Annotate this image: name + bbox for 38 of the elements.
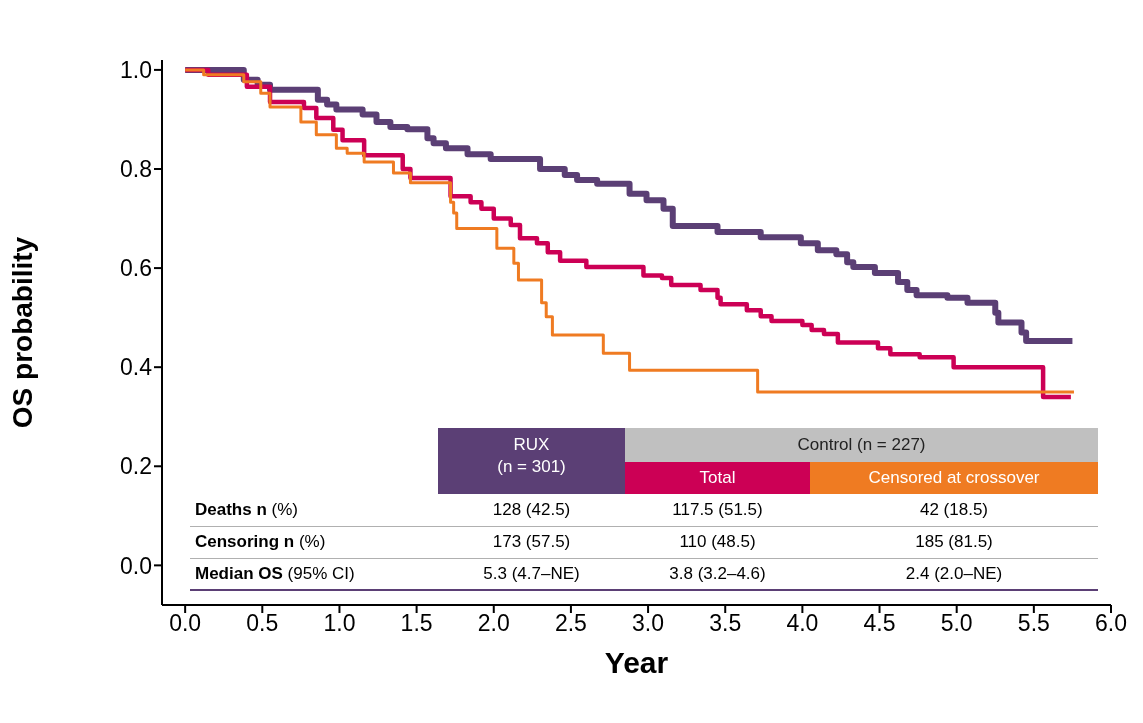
- annotation: (n = 301): [496, 456, 567, 478]
- y-tick-label: 0.4: [120, 354, 153, 381]
- x-tick-label: 2.5: [554, 610, 587, 637]
- y-tick-label: 0.2: [120, 453, 152, 480]
- x-tick-label: 1.5: [400, 610, 433, 637]
- annotation: Censoring n (%): [190, 526, 438, 558]
- x-tick-label: 2.0: [477, 610, 510, 637]
- annotation: 3.8 (3.2–4.6): [625, 558, 810, 590]
- annotation: Median OS (95% CI): [190, 558, 438, 590]
- text: RUX: [513, 435, 550, 454]
- annotation: 117.5 (51.5): [625, 494, 810, 526]
- y-tick-label: 0.6: [120, 255, 152, 282]
- x-tick-label: 3.5: [709, 610, 742, 637]
- annotation: 173 (57.5): [438, 526, 625, 558]
- x-tick-label: 6.0: [1095, 610, 1127, 637]
- annotation: 185 (81.5): [810, 526, 1098, 558]
- y-tick-label: 0.0: [120, 552, 152, 579]
- x-tick-label: 4.5: [863, 610, 896, 637]
- text: Total: [699, 468, 736, 487]
- annotation: 42 (18.5): [810, 494, 1098, 526]
- x-tick-label: 0.0: [169, 610, 202, 637]
- x-axis-title: Year: [604, 646, 669, 679]
- text: Censored at crossover: [868, 468, 1040, 487]
- x-tick-label: 1.0: [323, 610, 356, 637]
- annotation: 2.4 (2.0–NE): [810, 558, 1098, 590]
- annotation: Deaths n (%): [190, 494, 438, 526]
- annotation: 110 (48.5): [625, 526, 810, 558]
- x-tick-label: 5.5: [1017, 610, 1050, 637]
- x-tick-label: 4.0: [786, 610, 819, 637]
- x-tick-label: 5.0: [940, 610, 973, 637]
- y-tick-label: 0.8: [120, 156, 152, 183]
- y-tick-label: 1.0: [120, 57, 152, 84]
- x-tick-label: 3.0: [632, 610, 665, 637]
- annotation: 5.3 (4.7–NE): [438, 558, 625, 590]
- x-tick-label: 0.5: [246, 610, 279, 637]
- annotation: Control (n = 227): [625, 428, 1098, 462]
- y-axis-title: OS probability: [6, 236, 38, 429]
- annotation: 128 (42.5): [438, 494, 625, 526]
